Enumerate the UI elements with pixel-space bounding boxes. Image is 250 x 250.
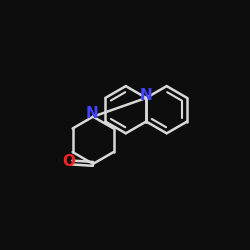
Text: O: O: [62, 154, 75, 169]
Text: N: N: [140, 88, 152, 103]
Text: N: N: [85, 106, 98, 121]
